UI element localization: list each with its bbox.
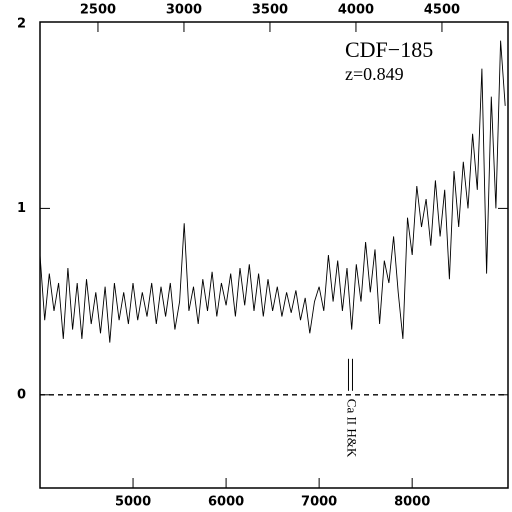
y-tick-label: 2: [17, 17, 26, 32]
x2-tick-label: 3500: [252, 3, 288, 18]
x-tick-label: 7000: [301, 495, 337, 510]
x-tick-label: 5000: [115, 495, 151, 510]
y-tick-label: 0: [17, 387, 26, 402]
object-name: CDF−185: [345, 37, 433, 62]
x-tick-label: 6000: [208, 495, 244, 510]
spectrum-line: [39, 40, 506, 343]
x2-tick-label: 4000: [338, 3, 374, 18]
x2-tick-label: 3000: [166, 3, 202, 18]
x-tick-label: 8000: [394, 495, 430, 510]
x2-tick-label: 2500: [80, 3, 116, 18]
feature-label: Ca II H&K: [344, 399, 359, 458]
plot-frame: [39, 21, 509, 489]
x2-tick-label: 4500: [424, 3, 460, 18]
redshift: z=0.849: [345, 64, 404, 84]
y-tick-label: 1: [17, 201, 26, 216]
